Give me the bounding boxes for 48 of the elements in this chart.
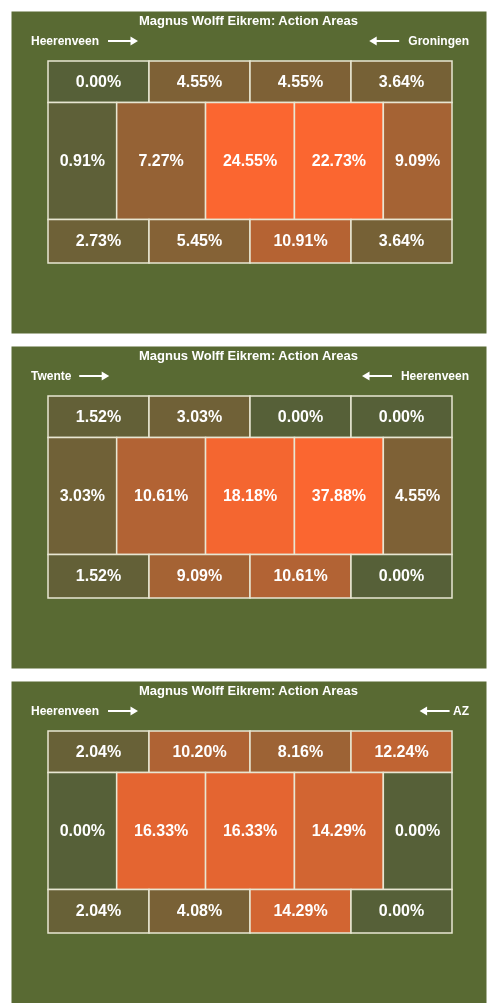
data-label: 18.18% <box>222 486 278 504</box>
data-label: 1.52% <box>75 567 122 585</box>
data-label: 2.04% <box>75 742 122 760</box>
data-label: 37.88% <box>311 486 367 504</box>
data-label: 2.04% <box>75 902 122 920</box>
data-label: 3.03% <box>59 486 106 504</box>
data-label: 3.64% <box>378 72 425 90</box>
data-label: 16.33% <box>133 821 189 839</box>
data-label: 14.29% <box>311 821 367 839</box>
data-label: 0.00% <box>394 821 441 839</box>
data-label: 16.33% <box>222 821 278 839</box>
data-label: 4.55% <box>277 72 324 90</box>
text: Heerenveen <box>31 704 100 718</box>
data-label: 0.00% <box>75 72 122 90</box>
data-label: 0.91% <box>59 151 106 169</box>
data-label: 0.00% <box>59 821 106 839</box>
text: Magnus Wolff Eikrem: Action Areas <box>138 13 359 28</box>
text: AZ <box>453 704 469 718</box>
data-label: 0.00% <box>378 902 425 920</box>
data-label: 0.00% <box>277 407 324 425</box>
data-label: 4.08% <box>176 902 223 920</box>
data-label: 2.73% <box>75 232 122 250</box>
text: Twente <box>31 369 72 383</box>
data-label: 0.00% <box>378 407 425 425</box>
data-label: 1.52% <box>75 407 122 425</box>
text: Magnus Wolff Eikrem: Action Areas <box>138 683 359 698</box>
data-label: 10.61% <box>133 486 189 504</box>
data-label: 3.03% <box>176 407 223 425</box>
data-label: 12.24% <box>374 742 429 760</box>
data-label: 7.27% <box>138 151 184 169</box>
data-label: 10.61% <box>273 567 328 585</box>
text: Heerenveen <box>400 369 469 383</box>
data-label: 10.20% <box>172 742 227 760</box>
data-label: 4.55% <box>176 72 223 90</box>
data-label: 22.73% <box>311 151 367 169</box>
data-label: 4.55% <box>394 486 441 504</box>
text: Magnus Wolff Eikrem: Action Areas <box>138 348 359 363</box>
data-label: 14.29% <box>273 902 328 920</box>
data-label: 24.55% <box>222 151 278 169</box>
data-label: 0.00% <box>378 567 425 585</box>
data-label: 9.09% <box>394 151 441 169</box>
data-label: 3.64% <box>378 232 425 250</box>
data-label: 5.45% <box>176 232 223 250</box>
data-label: 10.91% <box>273 232 328 250</box>
text: Groningen <box>408 34 469 48</box>
text: Heerenveen <box>31 34 100 48</box>
data-label: 8.16% <box>277 742 324 760</box>
data-label: 9.09% <box>176 567 223 585</box>
